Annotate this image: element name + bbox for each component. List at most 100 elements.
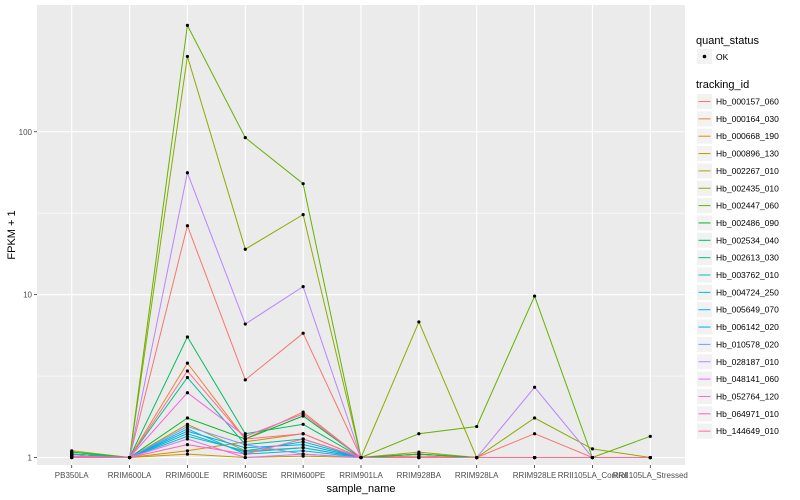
legend-label-hb-005649-070: Hb_005649_070	[716, 305, 779, 315]
legend-label-hb-003762-010: Hb_003762_010	[716, 270, 779, 280]
data-point-hb-002447-060-rrim928la	[475, 424, 479, 429]
legend-label-hb-002267-010: Hb_002267_010	[716, 166, 779, 176]
data-point-hb-006142-020-rrim600se	[243, 446, 247, 450]
x-axis: PB350LA RRIM600LA RRIM600LE RRIM600SE RRIM60…	[55, 465, 688, 480]
data-point-hb-000164-030-rrim600le	[185, 361, 190, 365]
legend-label-hb-000164-030: Hb_000164_030	[716, 114, 779, 124]
data-point-hb-010578-020-rrim600le	[185, 424, 190, 429]
data-point-hb-005649-070-rrim600le	[185, 432, 190, 436]
x-tick-label-rrim600le: RRIM600LE	[166, 471, 210, 480]
legend-label-hb-144649-010: Hb_144649_010	[716, 426, 779, 436]
data-point-hb-002534-040-rrim600le	[185, 335, 190, 339]
data-point-hb-004724-250-rrim600le	[185, 427, 190, 431]
data-point-hb-002447-060-rrim600pe	[301, 182, 305, 186]
legend-label-hb-002447-060: Hb_002447_060	[716, 201, 779, 211]
y-tick-label-100: 100	[19, 128, 33, 137]
data-point-hb-002267-010-rrim600le	[185, 422, 190, 426]
data-point-hb-002447-060-rrim928le	[532, 294, 537, 298]
data-point-hb-028187-010-rrim600le	[185, 171, 190, 175]
legend-label-hb-004724-250: Hb_004724_250	[716, 287, 779, 297]
data-point-hb-002534-040-rrim600se	[243, 432, 247, 436]
data-point-hb-002534-040-rrim600pe	[301, 422, 305, 426]
legend-label-hb-006142-020: Hb_006142_020	[716, 322, 779, 332]
data-point-hb-144649-010-rrim600la	[127, 455, 132, 460]
legend-label-hb-002486-090: Hb_002486_090	[716, 218, 779, 228]
data-point-hb-144649-010-rrim928la	[475, 455, 479, 460]
data-point-hb-000157-060-rrim928le	[532, 432, 537, 436]
data-point-hb-052764-120-rrim600le	[185, 391, 190, 395]
legend-label-hb-000668-190: Hb_000668_190	[716, 131, 779, 141]
legend-title-quant-status: quant_status	[696, 35, 759, 47]
legend-label-ok: OK	[716, 52, 729, 62]
series-points	[70, 23, 652, 460]
x-tick-label-rrim928ba: RRIM928BA	[397, 471, 442, 480]
data-point-hb-064971-010-rrim600pe	[301, 437, 305, 441]
y-tick-label-10: 10	[23, 291, 32, 300]
legend-label-hb-002613-030: Hb_002613_030	[716, 253, 779, 263]
x-tick-label-rrim600pe: RRIM600PE	[281, 471, 325, 480]
data-point-hb-006142-020-rrim600le	[185, 429, 190, 433]
legend: quant_status OK tracking_id Hb_000157_06…	[696, 35, 779, 439]
data-point-hb-144649-010-rrii105la-stressed	[648, 455, 652, 460]
legend-label-hb-010578-020: Hb_010578_020	[716, 339, 779, 349]
x-tick-label-rrim901la: RRIM901LA	[339, 471, 383, 480]
data-point-hb-144649-010-pb350la	[70, 454, 74, 458]
y-axis: 1 10 100	[19, 128, 37, 463]
data-point-hb-000157-060-rrim600pe	[301, 331, 305, 335]
data-point-hb-002435-010-rrim928ba	[417, 320, 421, 324]
legend-label-hb-048141-060: Hb_048141_060	[716, 374, 779, 384]
data-point-hb-144649-010-rrim901la	[359, 455, 363, 460]
legend-label-hb-002435-010: Hb_002435_010	[716, 183, 779, 193]
x-tick-label-rrii105la-control: RRII105LA_Control	[558, 471, 628, 480]
data-point-hb-002447-060-rrim600le	[185, 23, 190, 27]
x-tick-label-rrim928le: RRIM928LE	[513, 471, 557, 480]
data-point-hb-144649-010-rrii105la-control	[590, 455, 595, 460]
legend-key-ok-point	[702, 54, 707, 59]
data-point-hb-144649-010-rrim600se	[243, 437, 247, 441]
data-point-hb-002435-010-rrim600le	[185, 54, 190, 59]
data-point-hb-028187-010-rrim600se	[243, 322, 247, 326]
data-point-hb-002447-060-rrim600se	[243, 136, 247, 140]
x-tick-label-rrim600la: RRIM600LA	[108, 471, 152, 480]
data-point-hb-144649-010-rrim600pe	[301, 432, 305, 436]
data-point-hb-002435-010-rrii105la-control	[590, 447, 595, 451]
data-point-hb-028187-010-rrim928le	[532, 385, 537, 389]
legend-label-hb-000157-060: Hb_000157_060	[716, 97, 779, 107]
data-point-hb-003762-010-rrim600pe	[301, 440, 305, 444]
data-point-hb-048141-060-rrim600le	[185, 437, 190, 441]
data-point-hb-006142-020-rrim600pe	[301, 443, 305, 447]
legend-label-hb-000896-130: Hb_000896_130	[716, 149, 779, 159]
legend-label-hb-028187-010: Hb_028187_010	[716, 357, 779, 367]
data-point-hb-002534-040-rrim928ba	[417, 452, 421, 456]
data-point-hb-000157-060-rrim600se	[243, 378, 247, 382]
data-point-hb-052764-120-rrim600se	[243, 434, 247, 438]
x-axis-title: sample_name	[326, 483, 395, 495]
y-axis-title: FPKM + 1	[6, 210, 18, 259]
data-point-hb-144649-010-rrim600le	[185, 369, 190, 373]
y-tick-label-1: 1	[28, 454, 33, 463]
data-point-hb-002435-010-rrim600se	[243, 247, 247, 251]
data-point-hb-064971-010-rrim600se	[243, 452, 247, 456]
legend-label-hb-002534-040: Hb_002534_040	[716, 235, 779, 245]
x-tick-label-pb350la: PB350LA	[55, 471, 89, 480]
data-point-hb-000668-190-rrim600le	[185, 449, 190, 453]
data-point-hb-000157-060-rrim600le	[185, 224, 190, 228]
data-point-hb-002435-010-rrim928le	[532, 416, 537, 420]
data-point-hb-010578-020-rrim600se	[243, 443, 247, 447]
x-tick-label-rrii105la-stressed: RRII105LA_Stressed	[613, 471, 688, 480]
data-point-hb-002435-010-rrim600pe	[301, 213, 305, 217]
data-point-hb-002447-060-rrii105la-stressed	[648, 434, 652, 438]
data-point-hb-004724-250-rrim600pe	[301, 449, 305, 453]
data-point-hb-144649-010-rrim928le	[532, 455, 537, 460]
data-point-hb-000668-190-rrim600se	[243, 440, 247, 444]
data-point-hb-002486-090-rrim600le	[185, 416, 190, 420]
data-point-hb-052764-120-rrim600pe	[301, 412, 305, 416]
legend-series: Hb_000157_060 Hb_000164_030 Hb_000668_190 H…	[697, 94, 779, 439]
data-point-hb-028187-010-rrim600pe	[301, 285, 305, 289]
data-point-hb-048141-060-rrim600pe	[301, 452, 305, 456]
data-point-hb-003762-010-rrim600le	[185, 434, 190, 438]
data-point-hb-000896-130-rrim600le	[185, 452, 190, 456]
legend-title-tracking-id: tracking_id	[696, 79, 749, 91]
data-point-hb-002613-030-rrim600le	[185, 375, 190, 380]
